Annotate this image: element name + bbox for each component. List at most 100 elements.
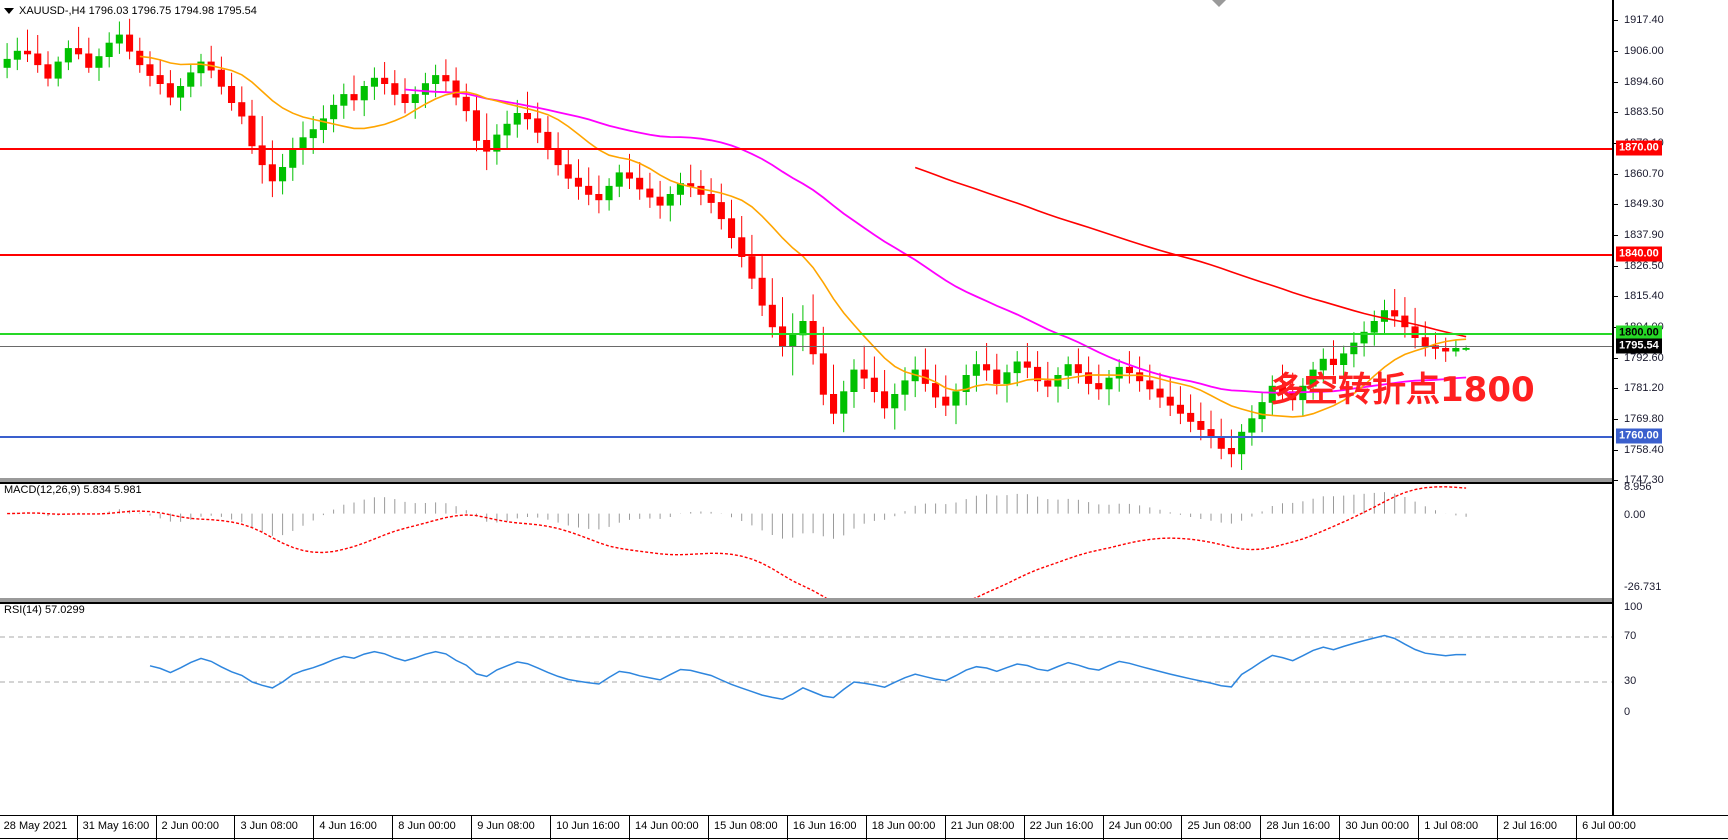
time-axis-label: 25 Jun 08:00 — [1187, 820, 1252, 832]
price-tag-1840: 1840.00 — [1616, 246, 1662, 262]
time-axis-label: 14 Jun 00:00 — [635, 820, 699, 832]
time-axis-label: 18 Jun 00:00 — [871, 820, 936, 832]
price-axis-tick — [1614, 20, 1618, 22]
time-axis-separator — [392, 816, 394, 840]
level-line-current — [0, 346, 1612, 347]
level-line-1870 — [0, 148, 1612, 150]
level-line-1760 — [0, 436, 1612, 438]
time-axis-separator — [786, 816, 788, 840]
time-axis-separator — [471, 816, 473, 840]
price-axis-label: 1906.00 — [1624, 45, 1664, 58]
time-axis-separator — [1576, 816, 1578, 840]
rsi-axis-70: 70 — [1624, 630, 1637, 642]
price-axis-label: 1860.70 — [1624, 167, 1664, 180]
price-axis-label: 1758.40 — [1624, 444, 1664, 456]
macd-pane[interactable] — [0, 482, 1612, 602]
rsi-label: RSI(14) 57.0299 — [4, 604, 85, 616]
price-axis-label: 1917.40 — [1624, 14, 1664, 27]
price-scale[interactable]: 1917.401906.001894.601883.501872.101860.… — [1612, 0, 1728, 815]
time-axis-separator — [155, 816, 157, 840]
price-axis-tick — [1614, 266, 1618, 268]
time-axis-separator — [1339, 816, 1341, 840]
time-axis-separator — [313, 816, 315, 840]
price-axis-tick — [1614, 419, 1618, 421]
time-axis-label: 3 Jun 08:00 — [240, 820, 298, 832]
time-axis-separator — [76, 816, 78, 840]
macd-axis-bottom: -26.731 — [1624, 581, 1662, 593]
macd-label: MACD(12,26,9) 5.834 5.981 — [4, 484, 142, 496]
price-axis-tick — [1614, 173, 1618, 175]
rsi-axis-0: 0 — [1624, 706, 1631, 718]
price-axis-tick — [1614, 450, 1618, 451]
time-axis-separator — [1260, 816, 1262, 840]
time-axis-label: 2 Jun 00:00 — [161, 820, 220, 832]
macd-plot — [7, 486, 1467, 602]
rsi-pane[interactable] — [0, 602, 1612, 714]
time-axis-separator — [1418, 816, 1420, 840]
price-axis-tick — [1614, 235, 1618, 237]
time-axis-label: 15 Jun 08:00 — [713, 820, 778, 832]
time-axis-separator — [550, 816, 552, 840]
price-axis-tick — [1614, 357, 1618, 359]
time-axis-separator — [629, 816, 631, 840]
price-axis-tick — [1614, 112, 1618, 114]
price-axis-label: 1815.40 — [1624, 290, 1664, 302]
price-axis-label: 1747.30 — [1624, 474, 1664, 486]
level-line-1840 — [0, 254, 1612, 256]
time-axis-label: 28 Jun 16:00 — [1266, 820, 1331, 832]
price-axis-label: 1883.50 — [1624, 106, 1664, 119]
price-axis-tick — [1614, 480, 1618, 481]
time-axis-label: 30 Jun 00:00 — [1345, 820, 1409, 832]
time-axis-separator — [1181, 816, 1183, 840]
time-axis-separator — [1102, 816, 1104, 840]
level-line-1800 — [0, 333, 1612, 335]
price-axis-label: 1781.20 — [1624, 382, 1664, 395]
time-scale[interactable]: 28 May 2021 31 May 16:00 2 Jun 00:00 3 Jun … — [0, 815, 1728, 840]
price-tag-1760: 1760.00 — [1616, 428, 1662, 444]
price-axis-tick — [1614, 296, 1618, 297]
rsi-axis-100: 100 — [1624, 601, 1643, 613]
time-axis-label: 28 May 2021 — [3, 820, 68, 832]
time-axis-label: 22 Jun 16:00 — [1029, 820, 1094, 832]
price-axis-tick — [1614, 204, 1618, 206]
pane-separator-1[interactable] — [0, 478, 1612, 482]
time-axis-label: 16 Jun 16:00 — [792, 820, 857, 832]
time-axis-label: 10 Jun 16:00 — [556, 820, 620, 832]
price-tag-1870: 1870.00 — [1616, 140, 1662, 156]
time-axis-label: 4 Jun 16:00 — [319, 820, 377, 832]
time-axis-label: 21 Jun 08:00 — [950, 820, 1015, 832]
price-axis-label: 1849.30 — [1624, 198, 1664, 211]
time-axis-label: 24 Jun 00:00 — [1108, 820, 1173, 832]
price-tag-1800: 1800.00 — [1616, 325, 1662, 341]
pane-separator-2[interactable] — [0, 598, 1612, 602]
time-axis-separator — [1497, 816, 1499, 840]
price-axis-tick — [1614, 51, 1618, 53]
price-tag-current: 1795.54 — [1616, 338, 1662, 354]
time-axis-label: 2 Jul 16:00 — [1503, 820, 1557, 832]
price-axis-label: 1792.60 — [1624, 351, 1664, 364]
time-axis-separator — [865, 816, 867, 840]
price-axis-label: 1769.80 — [1624, 413, 1664, 426]
time-axis-separator — [707, 816, 709, 840]
price-pane[interactable] — [0, 8, 1612, 480]
chart-annotation-text: 多空转折点1800 — [1270, 370, 1535, 410]
macd-axis-mid: 0.00 — [1624, 509, 1646, 521]
price-axis-label: 1894.60 — [1624, 76, 1664, 89]
symbol-ohlc-text: XAUUSD-,H4 1796.03 1796.75 1794.98 1795.… — [19, 5, 257, 17]
price-axis-tick — [1614, 82, 1618, 84]
time-axis-label: 1 Jul 08:00 — [1424, 820, 1479, 832]
time-axis-separator — [944, 816, 946, 840]
time-axis-label: 31 May 16:00 — [82, 820, 150, 832]
price-axis-label: 1826.50 — [1624, 260, 1664, 273]
scroll-marker-icon[interactable] — [1212, 0, 1226, 7]
price-axis-label: 1837.90 — [1624, 229, 1664, 242]
symbol-header: XAUUSD-,H4 1796.03 1796.75 1794.98 1795.… — [4, 4, 257, 18]
price-axis-tick — [1614, 388, 1618, 390]
time-axis-separator — [234, 816, 236, 840]
caret-down-icon[interactable] — [4, 8, 14, 14]
time-axis-label: 8 Jun 00:00 — [398, 820, 456, 832]
time-axis-separator — [1023, 816, 1025, 840]
rsi-axis-30: 30 — [1624, 675, 1637, 687]
price-plot — [3, 18, 1470, 470]
